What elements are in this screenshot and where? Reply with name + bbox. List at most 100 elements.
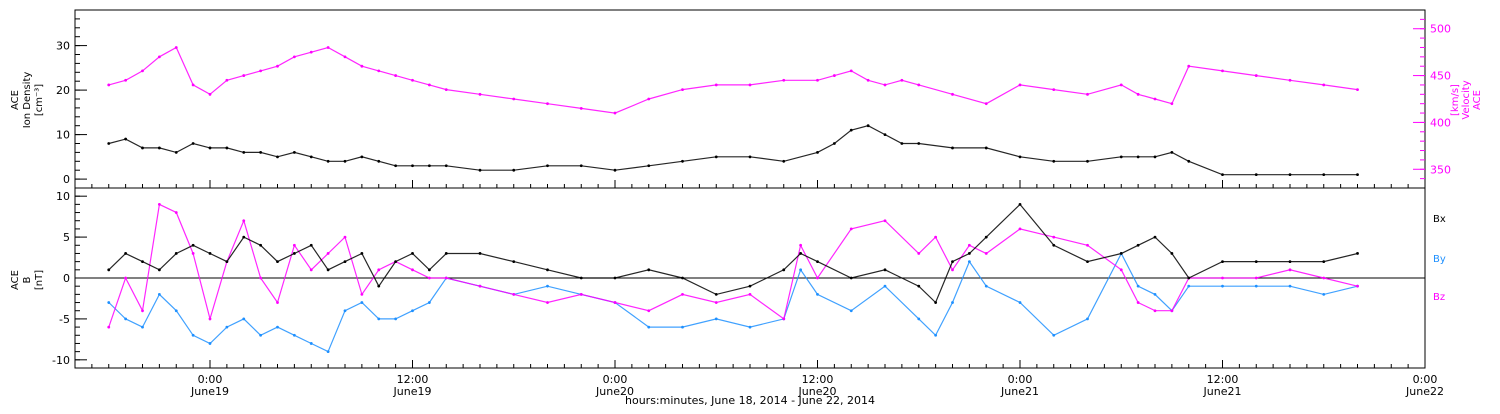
by-series-point	[647, 325, 651, 329]
velocity-series-point	[816, 78, 819, 82]
bz-series-point	[343, 235, 347, 239]
density-series-point	[832, 142, 836, 145]
velocity-series-point	[984, 102, 988, 106]
velocity-series-point	[1187, 64, 1191, 68]
density-series-point	[883, 133, 887, 137]
bx-series-point	[394, 260, 398, 264]
bz-series-point	[309, 268, 313, 272]
bx-series-point	[1136, 243, 1140, 247]
velocity-series-point	[1086, 92, 1089, 96]
bz-series-point	[1254, 276, 1258, 280]
by-series-point	[816, 292, 819, 296]
density-series-point	[1086, 159, 1089, 163]
density-series-point	[1153, 155, 1157, 159]
bx-series-point	[967, 252, 971, 255]
velocity-series-point	[849, 69, 853, 73]
bz-series-point	[208, 317, 212, 321]
b-tick-label: 0	[63, 272, 70, 285]
bx-series-point	[647, 268, 651, 272]
bz-series-point	[967, 243, 971, 247]
by-series-point	[917, 317, 921, 321]
x-tick-date: June20	[595, 385, 634, 398]
bx-series-point	[782, 268, 786, 272]
by-series-point	[546, 284, 549, 288]
density-series-point	[427, 164, 431, 168]
density-series-point	[1356, 173, 1359, 177]
by-series-point	[681, 325, 684, 329]
by-series-point	[377, 317, 381, 321]
x-tick-time: 12:00	[397, 373, 429, 386]
velocity-tick-label: 350	[1430, 163, 1451, 176]
bx-series-point	[1322, 260, 1326, 264]
density-series-point	[816, 151, 819, 154]
density-series-point	[681, 159, 684, 163]
by-series-point	[967, 260, 971, 264]
by-series-point	[1052, 333, 1056, 337]
by-series-point	[107, 301, 111, 304]
density-series-point	[377, 159, 381, 163]
bz-series-point	[377, 268, 381, 272]
density-series-point	[1052, 159, 1056, 163]
by-series-point	[1288, 284, 1292, 288]
x-tick-date: June21	[1000, 385, 1039, 398]
bz-series-point	[276, 301, 279, 304]
density-series-point	[1119, 155, 1123, 159]
bz-series-point	[1086, 243, 1089, 247]
by-series-point	[326, 350, 330, 354]
bz-series-point	[1052, 235, 1056, 239]
bx-series-point	[613, 276, 617, 280]
by-series-point	[225, 325, 229, 329]
density-series-point	[124, 137, 128, 141]
bx-series-point	[1119, 252, 1123, 255]
density-series-point	[157, 146, 161, 150]
bz-series-point	[951, 268, 954, 272]
bottom-left-ylabel-line1: ACE	[10, 270, 21, 290]
bx-series-point	[427, 268, 431, 272]
bx-series-point	[478, 252, 482, 255]
velocity-series-point	[613, 111, 617, 115]
density-series-point	[478, 168, 482, 172]
bx-series-point	[309, 243, 313, 247]
velocity-series-point	[951, 92, 954, 96]
by-series-point	[1086, 317, 1089, 321]
density-series-point	[276, 155, 279, 159]
bx-series-point	[141, 260, 144, 264]
bz-series-point	[1288, 268, 1292, 272]
velocity-series-point	[141, 69, 144, 73]
x-tick-date: June19	[190, 385, 229, 398]
by-series-point	[208, 342, 212, 345]
x-tick-time: 12:00	[1207, 373, 1239, 386]
bx-series-point	[157, 268, 161, 272]
density-series-point	[714, 155, 718, 159]
density-series-point	[1170, 151, 1174, 154]
bx-series-point	[343, 260, 347, 264]
velocity-series-point	[107, 83, 111, 87]
velocity-series-point	[714, 83, 718, 87]
by-series-point	[748, 325, 752, 329]
velocity-series-point	[748, 83, 752, 87]
velocity-series-point	[326, 46, 330, 49]
density-series-point	[444, 164, 448, 168]
velocity-series-point	[292, 55, 296, 59]
bz-series-point	[1170, 309, 1174, 313]
by-series-point	[242, 317, 246, 321]
top-right-ylabel-line3: [km/s]	[1450, 84, 1461, 116]
velocity-series-point	[883, 83, 887, 87]
by-series-point	[799, 268, 803, 272]
bottom-panel-marks	[75, 202, 1425, 354]
density-series-point	[984, 146, 988, 150]
velocity-series-point	[259, 69, 263, 73]
bz-series-point	[1356, 284, 1359, 288]
velocity-series	[108, 46, 1358, 114]
velocity-series-point	[900, 78, 904, 82]
by-series-point	[883, 284, 887, 288]
bz-series-point	[799, 243, 803, 247]
velocity-series-point	[444, 88, 448, 92]
density-tick-label: 30	[56, 40, 70, 53]
density-series-point	[546, 164, 549, 168]
velocity-series-point	[1322, 83, 1326, 87]
velocity-series-point	[866, 78, 870, 82]
x-tick-date: June22	[1405, 385, 1444, 398]
legend-bx: Bx	[1433, 214, 1446, 225]
bx-series-point	[546, 268, 549, 272]
